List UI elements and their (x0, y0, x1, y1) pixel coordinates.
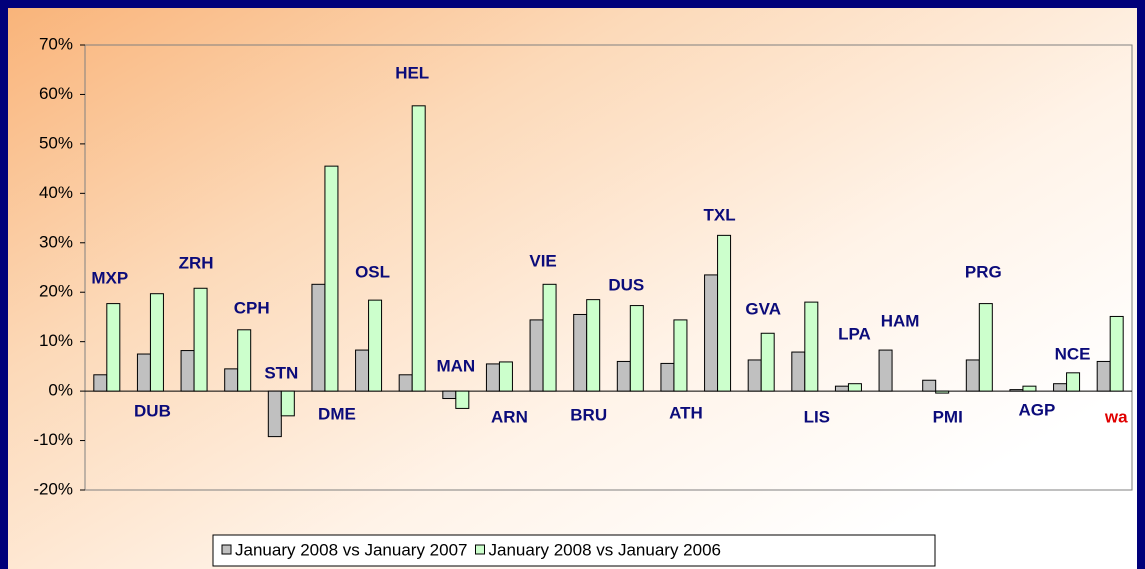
bar (180, 350, 195, 392)
bar (193, 287, 208, 392)
legend-swatch (475, 544, 485, 555)
bar (1109, 315, 1124, 392)
category-label: DUS (608, 275, 644, 294)
y-tick-label: 70% (39, 34, 73, 53)
y-tick-label: 0% (48, 381, 73, 400)
bar (485, 363, 500, 392)
legend: January 2008 vs January 2007 January 2008… (212, 534, 936, 567)
plot-area (84, 44, 1133, 491)
category-label: OSL (355, 262, 390, 281)
bar (136, 353, 151, 392)
bar (411, 105, 426, 392)
category-label: LIS (804, 407, 830, 426)
bar (542, 283, 557, 392)
bar (878, 349, 893, 392)
category-label: HEL (395, 63, 429, 82)
bar (978, 303, 993, 392)
category-label: BRU (570, 405, 607, 424)
bar (1022, 385, 1037, 392)
bar (498, 361, 513, 392)
bar (149, 293, 164, 392)
category-label: HAM (881, 311, 920, 330)
category-label: wa (1104, 407, 1128, 426)
bar (267, 390, 282, 438)
bar (224, 368, 239, 392)
bar (704, 274, 719, 392)
category-label: ARN (491, 407, 528, 426)
bar (1053, 383, 1068, 392)
category-label: TXL (704, 205, 736, 224)
bar (629, 305, 644, 392)
bar (804, 301, 819, 392)
category-label: LPA (838, 324, 871, 343)
bar (660, 362, 675, 392)
category-label: CPH (234, 298, 270, 317)
bar (834, 385, 849, 392)
bar (717, 234, 732, 392)
category-label: DME (318, 404, 356, 423)
bar (922, 379, 937, 392)
bar (529, 319, 544, 392)
bar (398, 374, 413, 392)
y-tick-label: 40% (39, 183, 73, 202)
bar (442, 390, 457, 400)
bar (311, 283, 326, 392)
category-label: GVA (745, 299, 781, 318)
category-label: PRG (965, 262, 1002, 281)
bar (324, 165, 339, 392)
legend-swatch (221, 544, 232, 555)
y-tick-label: 20% (39, 282, 73, 301)
bar (1009, 389, 1024, 392)
bar (237, 329, 252, 392)
category-label: VIE (529, 251, 556, 270)
bar (935, 390, 950, 394)
category-label: NCE (1055, 344, 1091, 363)
bar (573, 313, 588, 392)
y-tick-label: -10% (33, 430, 73, 449)
category-label: MXP (91, 268, 128, 287)
y-tick-label: -20% (33, 479, 73, 498)
y-tick-label: 30% (39, 232, 73, 251)
bar (1066, 372, 1081, 392)
bar (280, 390, 295, 417)
category-label: ZRH (179, 253, 214, 272)
category-label: STN (264, 363, 298, 382)
bar (747, 359, 762, 392)
category-label: DUB (134, 401, 171, 420)
y-tick-label: 50% (39, 133, 73, 152)
legend-label: January 2008 vs January 2006 (489, 540, 722, 559)
bar (760, 332, 775, 392)
category-label: PMI (933, 407, 963, 426)
bar (616, 360, 631, 392)
bar (1096, 360, 1111, 392)
bar (673, 319, 688, 392)
y-tick-label: 60% (39, 84, 73, 103)
legend-box (212, 534, 936, 567)
category-label: ATH (669, 403, 703, 422)
category-label: MAN (436, 356, 475, 375)
bar (355, 349, 370, 392)
bar (455, 390, 470, 409)
y-tick-label: 10% (39, 331, 73, 350)
legend-label: January 2008 vs January 2007 (235, 540, 468, 559)
category-label: AGP (1019, 400, 1056, 419)
bar (368, 299, 383, 392)
bar (586, 299, 601, 392)
bar (965, 359, 980, 392)
bar (847, 383, 862, 392)
bar (93, 374, 108, 392)
bar (791, 351, 806, 392)
bar (106, 303, 121, 392)
